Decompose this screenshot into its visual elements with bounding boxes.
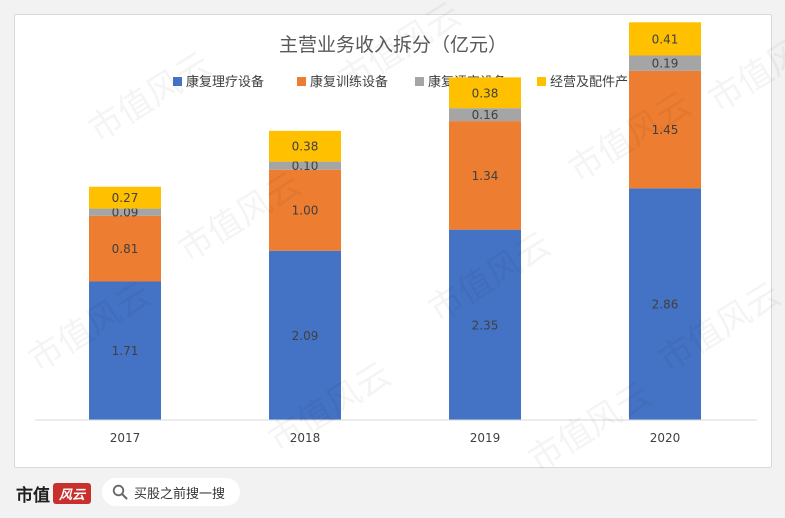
value-label-2017-series-2: 0.09 xyxy=(112,206,139,220)
bar-2017-series-3 xyxy=(89,186,161,209)
brand-main-text: 市值 xyxy=(16,486,50,506)
legend-label-0: 康复理疗设备 xyxy=(186,74,264,90)
brand-logo: 市值 风云 xyxy=(16,481,92,506)
search-label: 买股之前搜一搜 xyxy=(134,486,226,502)
chart-card: 主营业务收入拆分（亿元） 康复理疗设备康复训练设备康复评定设备经营及配件产品 1… xyxy=(14,14,772,468)
bar-2019-series-1 xyxy=(449,121,521,230)
bar-2017-series-2 xyxy=(89,208,161,216)
bar-2019-series-2 xyxy=(449,108,521,122)
bar-2018-series-1 xyxy=(269,169,341,251)
x-tick-2018: 2018 xyxy=(290,431,321,445)
search-icon xyxy=(112,484,128,500)
stacked-bar-chart: 主营业务收入拆分（亿元） 康复理疗设备康复训练设备康复评定设备经营及配件产品 1… xyxy=(35,22,757,445)
bar-2020-series-3 xyxy=(629,22,701,56)
bar-2020-series-0 xyxy=(629,188,701,420)
chart-title: 主营业务收入拆分（亿元） xyxy=(279,34,507,56)
value-label-2017-series-1: 0.81 xyxy=(112,242,139,256)
bar-2018-series-2 xyxy=(269,161,341,170)
bars: 1.71 0.81 0.090.27 2.09 1.00 0.10 0.38 2.35 1.34… xyxy=(89,22,701,420)
legend-swatch-0 xyxy=(173,77,182,86)
bar-2020-series-1 xyxy=(629,70,701,189)
bar-2019-series-0 xyxy=(449,229,521,420)
legend-swatch-2 xyxy=(415,77,424,86)
value-label-2018-series-0: 2.09 xyxy=(292,329,319,343)
value-label-2019-series-1: 1.34 xyxy=(472,169,499,183)
search-box[interactable]: 买股之前搜一搜 xyxy=(102,478,240,506)
x-tick-2017: 2017 xyxy=(110,431,141,445)
value-label-2020-series-0: 2.86 xyxy=(652,298,679,312)
x-tick-2020: 2020 xyxy=(650,431,681,445)
bar-2019-series-3 xyxy=(449,77,521,109)
brand-badge: 风云 xyxy=(53,483,92,504)
value-label-2017-series-3: 0.27 xyxy=(112,191,139,205)
bar-2018-series-0 xyxy=(269,250,341,420)
value-label-2018-series-2: 0.10 xyxy=(292,159,319,173)
x-axis-ticks: 2017 2018 2019 2020 xyxy=(110,431,681,445)
legend-label-3: 经营及配件产品 xyxy=(550,75,641,90)
value-label-2019-series-3: 0.38 xyxy=(472,86,499,100)
value-label-2020-series-2: 0.19 xyxy=(652,57,679,71)
value-label-2017-series-0: 1.71 xyxy=(112,344,139,358)
bar-2020-series-2 xyxy=(629,55,701,71)
legend: 康复理疗设备康复训练设备康复评定设备经营及配件产品 xyxy=(173,74,641,90)
value-label-2019-series-2: 0.16 xyxy=(472,108,499,122)
legend-swatch-1 xyxy=(297,77,306,86)
value-label-2020-series-3: 0.41 xyxy=(652,32,679,46)
x-tick-2019: 2019 xyxy=(470,431,501,445)
legend-swatch-3 xyxy=(537,77,546,86)
footer-bar: 市值 风云 买股之前搜一搜 xyxy=(0,466,785,518)
value-label-2019-series-0: 2.35 xyxy=(472,318,499,332)
value-label-2018-series-3: 0.38 xyxy=(292,140,319,154)
bar-2017-series-1 xyxy=(89,215,161,282)
legend-label-1: 康复训练设备 xyxy=(310,74,388,90)
value-label-2018-series-1: 1.00 xyxy=(292,204,319,218)
bar-2017-series-0 xyxy=(89,281,161,420)
bar-2018-series-3 xyxy=(269,130,341,162)
value-label-2020-series-1: 1.45 xyxy=(652,123,679,137)
